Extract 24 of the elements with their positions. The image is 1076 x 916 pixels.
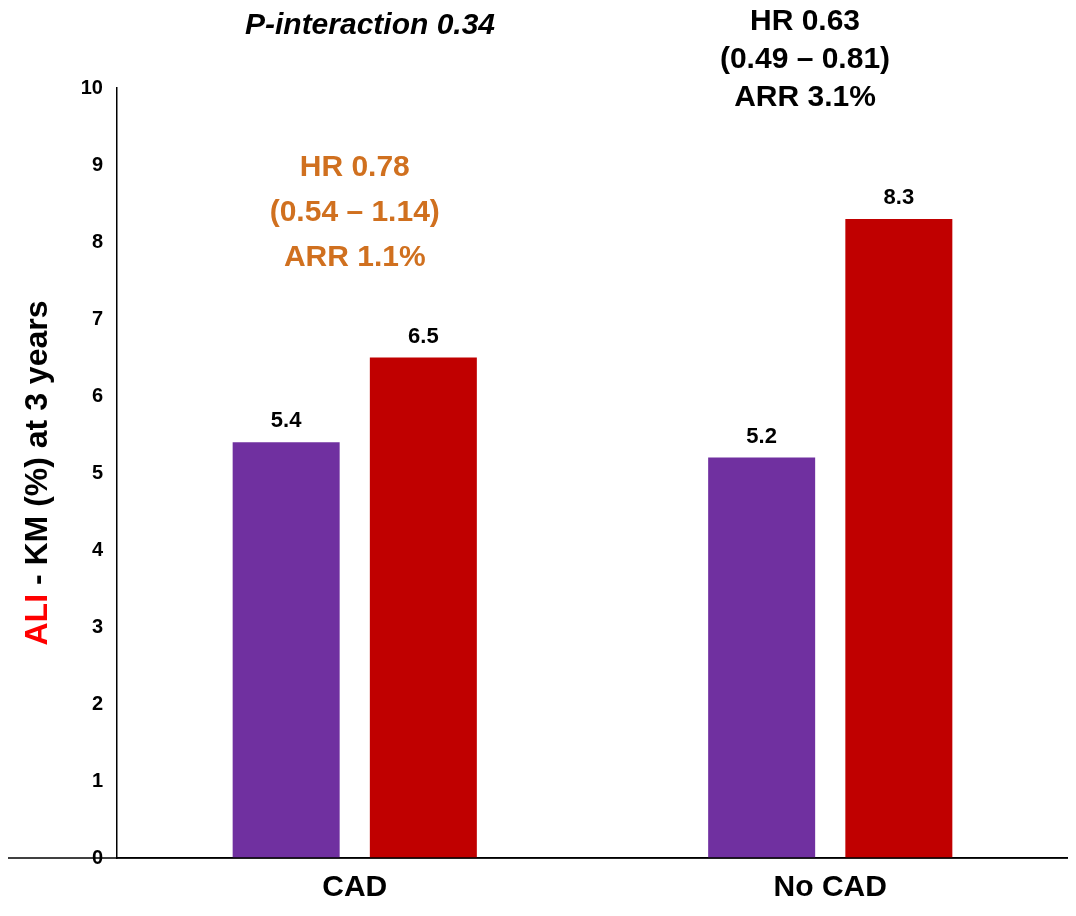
data-label: 8.3: [883, 183, 915, 209]
y-tick-label: 1: [91, 768, 103, 791]
bar: [845, 218, 953, 858]
y-tick-label: 5: [91, 460, 103, 483]
y-tick-label: 9: [91, 152, 103, 175]
x-tick-label: CAD: [322, 869, 388, 903]
bar: [369, 357, 477, 858]
y-tick-label: 3: [91, 614, 103, 637]
annotation: HR 0.63 (0.49 – 0.81) ARR 3.1%: [719, 3, 891, 113]
data-label: 5.4: [270, 407, 303, 433]
x-tick-label: No CAD: [773, 869, 887, 903]
bar: [232, 442, 340, 858]
y-tick-label: 8: [91, 229, 103, 252]
y-tick-label: 10: [80, 75, 103, 98]
y-tick-label: 6: [91, 383, 103, 406]
y-axis-title: ALI - KM (%) at 3 years: [17, 300, 54, 646]
y-tick-label: 7: [91, 306, 103, 329]
bar: [708, 457, 816, 858]
data-label: 5.2: [746, 422, 777, 448]
y-tick-label: 2: [91, 691, 103, 714]
data-label: 6.5: [408, 322, 439, 348]
text: P-interaction 0.34: [244, 7, 496, 41]
y-tick-label: 4: [91, 537, 104, 560]
annotation: HR 0.78 (0.54 – 1.14) ARR 1.1%: [269, 149, 440, 273]
